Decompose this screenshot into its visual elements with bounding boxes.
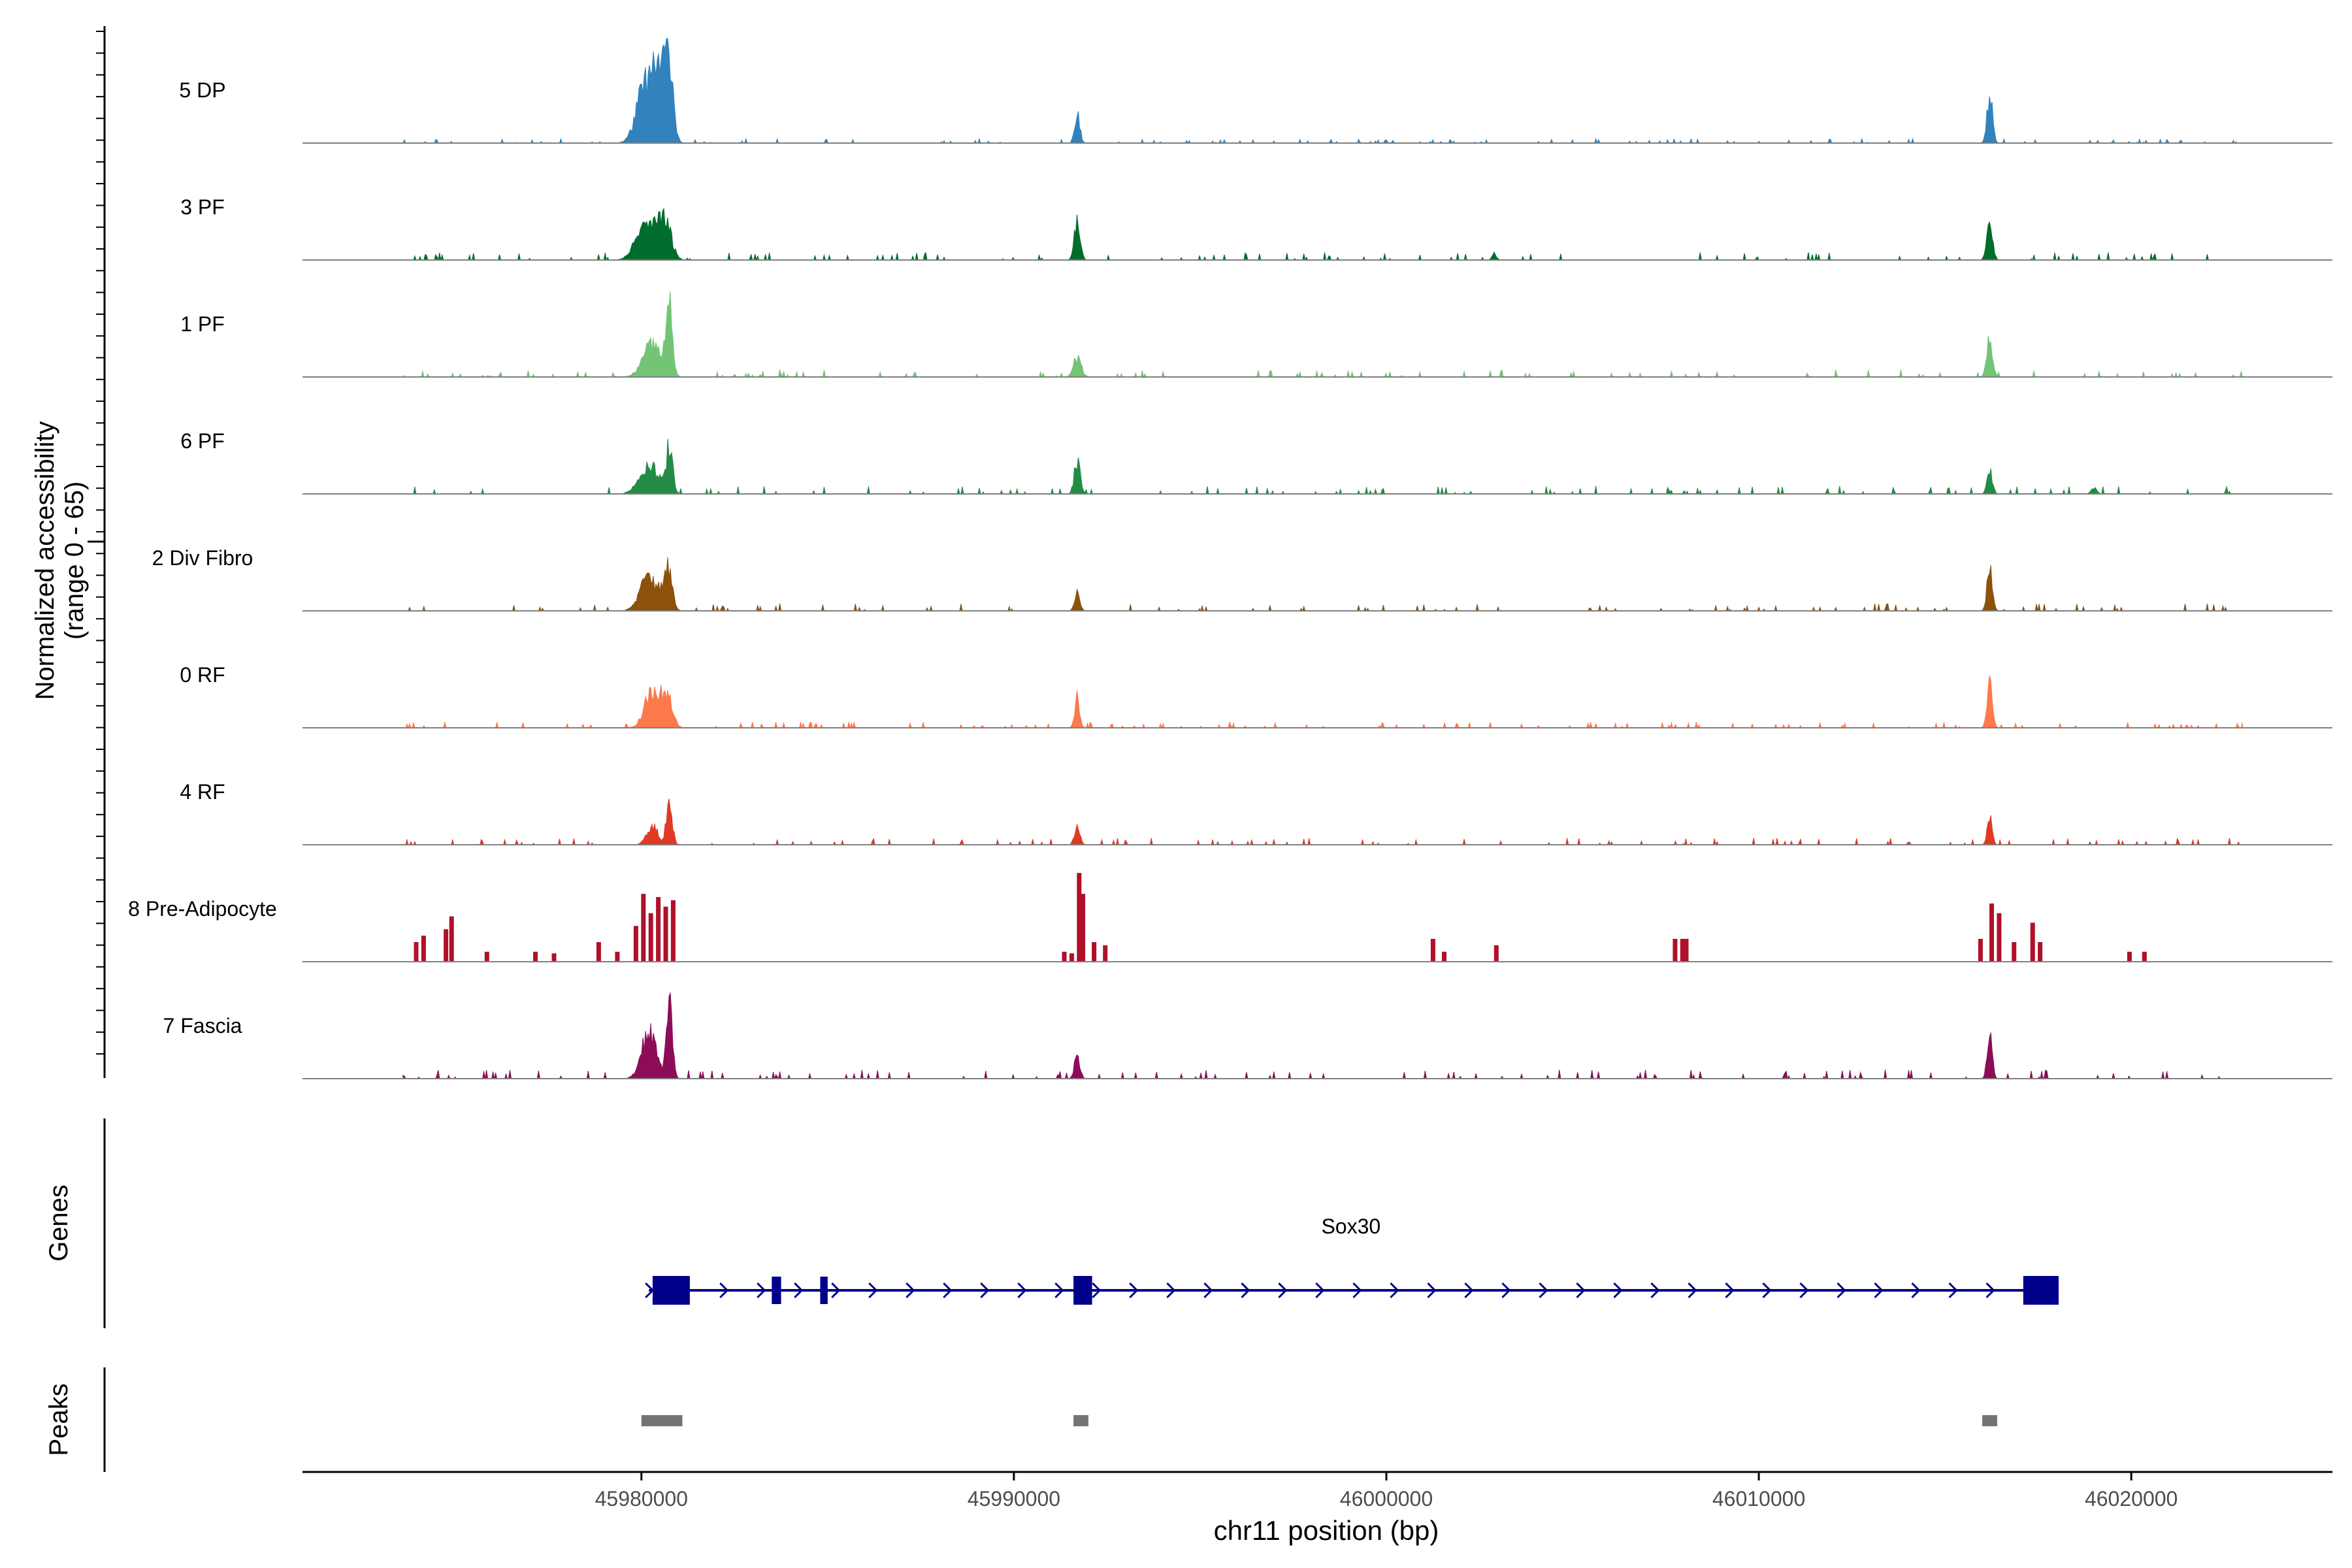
x-tick-label: 45980000	[595, 1487, 688, 1511]
gene-exon	[1073, 1276, 1092, 1305]
y-axis-label-line2: (range 0 - 65)	[60, 482, 89, 640]
strand-chevron	[1241, 1282, 1250, 1299]
coverage-area	[402, 291, 2243, 378]
track-2-div-fibro: 2 Div Fibro	[152, 546, 2332, 612]
strand-chevron	[1837, 1282, 1846, 1299]
coverage-area	[402, 992, 2243, 1080]
x-tick-label: 45990000	[968, 1487, 1060, 1511]
track-1-pf: 1 PF	[180, 291, 2332, 378]
peak-regions	[641, 1415, 1997, 1426]
peaks-panel-label: Peaks	[44, 1383, 73, 1456]
y-axis-ticks	[88, 31, 105, 1055]
track-7-fascia: 7 Fascia	[163, 992, 2332, 1080]
strand-chevron	[1278, 1282, 1288, 1299]
coverage-area	[402, 38, 2243, 144]
track-label: 7 Fascia	[163, 1014, 242, 1037]
genes-panel-label: Genes	[44, 1184, 73, 1262]
track-label: 6 PF	[180, 429, 225, 453]
strand-chevron	[1762, 1282, 1772, 1299]
track-label: 0 RF	[180, 663, 225, 687]
strand-chevron	[1017, 1282, 1027, 1299]
accessibility-tracks: 5 DP 3 PF 1 PF 6 PF 2 Div Fibro 0 RF 4 RF 8 Pre…	[128, 38, 2332, 1080]
y-axis-label-line1: Normalized accessibility	[31, 421, 59, 700]
coverage-area	[402, 557, 2243, 612]
strand-chevron	[1799, 1282, 1809, 1299]
gene-model: Sox30	[645, 1215, 2059, 1305]
strand-chevron	[1539, 1282, 1548, 1299]
x-axis-label: chr11 position (bp)	[1214, 1515, 1439, 1546]
strand-chevron	[1092, 1282, 1102, 1299]
gene-exon	[652, 1276, 690, 1305]
track-3-pf: 3 PF	[180, 195, 2332, 261]
gene-exon	[2023, 1276, 2059, 1305]
strand-chevron	[1427, 1282, 1437, 1299]
gene-exon	[772, 1277, 781, 1304]
strand-chevron	[1315, 1282, 1325, 1299]
strand-chevron	[1613, 1282, 1623, 1299]
track-label: 3 PF	[180, 195, 225, 219]
strand-chevron	[1911, 1282, 1921, 1299]
x-axis-ticks: 45980000 45990000 46000000 46010000 46020000	[595, 1472, 2178, 1511]
x-tick-label: 46000000	[1340, 1487, 1433, 1511]
track-5-dp: 5 DP	[179, 38, 2332, 144]
strand-chevron	[1390, 1282, 1399, 1299]
coverage-area	[402, 438, 2243, 495]
strand-chevron	[1203, 1282, 1213, 1299]
strand-chevron	[1352, 1282, 1362, 1299]
peak-region	[1073, 1415, 1088, 1426]
peak-region	[641, 1415, 683, 1426]
track-6-pf: 6 PF	[180, 429, 2332, 495]
coverage-area	[402, 207, 2243, 261]
strand-chevron	[719, 1282, 729, 1299]
track-label: 2 Div Fibro	[152, 546, 253, 570]
track-label: 5 DP	[179, 78, 225, 102]
strand-chevron	[1166, 1282, 1176, 1299]
strand-chevron	[1501, 1282, 1511, 1299]
track-4-rf: 4 RF	[180, 780, 2332, 846]
strand-chevron	[757, 1282, 766, 1299]
strand-chevron	[906, 1282, 915, 1299]
strand-chevron	[1054, 1282, 1064, 1299]
coverage-area	[402, 798, 2243, 846]
strand-chevron	[1129, 1282, 1139, 1299]
strand-chevron	[1725, 1282, 1735, 1299]
strand-chevron	[831, 1282, 841, 1299]
strand-chevron	[1464, 1282, 1474, 1299]
track-label: 8 Pre-Adipocyte	[128, 897, 277, 921]
strand-chevron	[794, 1282, 804, 1299]
track-label: 1 PF	[180, 312, 225, 336]
gene-exon	[820, 1277, 828, 1304]
track-8-pre-adipocyte: 8 Pre-Adipocyte	[128, 873, 2332, 962]
strand-chevron	[1948, 1282, 1958, 1299]
strand-chevron	[1650, 1282, 1660, 1299]
strand-chevron	[1688, 1282, 1697, 1299]
strand-chevron	[1874, 1282, 1884, 1299]
track-label: 4 RF	[180, 780, 225, 804]
peak-region	[1982, 1415, 1997, 1426]
strand-chevron	[943, 1282, 953, 1299]
coverage-area	[402, 676, 2243, 729]
x-tick-label: 46010000	[1712, 1487, 1805, 1511]
strand-chevron	[868, 1282, 878, 1299]
gene-name: Sox30	[1321, 1215, 1380, 1238]
track-0-rf: 0 RF	[180, 663, 2332, 729]
strand-chevron	[980, 1282, 990, 1299]
strand-chevron	[1985, 1282, 1995, 1299]
strand-chevron	[1576, 1282, 1586, 1299]
x-tick-label: 46020000	[2085, 1487, 2178, 1511]
coverage-area	[414, 873, 2147, 962]
